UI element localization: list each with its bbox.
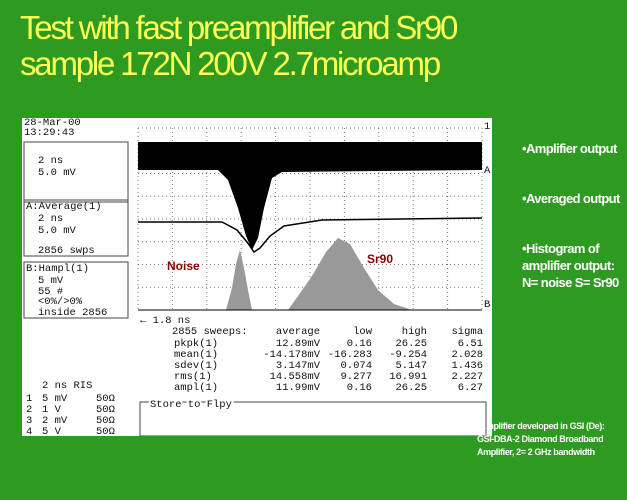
table-cell: rms(1) <box>174 371 212 383</box>
bullet: •Averaged output <box>522 191 620 206</box>
channel-row: 50Ω <box>96 426 115 436</box>
table-header: sigma <box>451 326 483 338</box>
channel-row: 5 mV <box>42 393 68 405</box>
table-cell: -14.178mV <box>263 349 320 361</box>
channel-setting: B:Hampl(1) <box>26 263 89 275</box>
table-cell: 0.16 <box>347 382 372 394</box>
table-cell: mean(1) <box>174 349 218 361</box>
channel-setting: 5.0 mV <box>38 225 77 237</box>
channel-setting: <0%/>0% <box>38 296 83 308</box>
table-cell: 16.991 <box>389 371 427 383</box>
waveform-band <box>138 142 482 250</box>
channel-box <box>23 141 129 203</box>
marker: B <box>484 299 490 311</box>
noise-histogram <box>226 250 252 310</box>
table-cell: 11.99mV <box>276 382 321 394</box>
table-header: 2855 sweeps: <box>172 326 248 338</box>
channel-row: 3 <box>26 415 32 427</box>
channel-row: 50Ω <box>96 415 115 427</box>
table-cell: 1.436 <box>451 360 483 372</box>
table-cell: 12.89mV <box>276 338 321 350</box>
timebase: ← 1.8 ns <box>140 315 190 327</box>
channel-row: 50Ω <box>96 404 115 416</box>
store-label: Store to Flpy <box>150 399 232 411</box>
table-header: high <box>402 326 427 338</box>
table-cell: 6.51 <box>458 338 483 350</box>
table-cell: 3.147mV <box>276 360 321 372</box>
table-cell: 14.558mV <box>270 371 321 383</box>
table-cell: 9.277 <box>340 371 372 383</box>
bullet: •Histogram of amplifier output: N= noise… <box>522 241 619 290</box>
time: 13:29:43 <box>24 127 74 139</box>
channel-box <box>23 199 129 257</box>
channel-box <box>23 261 129 319</box>
channel-row: 2 mV <box>42 415 68 427</box>
channel-row: 50Ω <box>96 393 115 405</box>
channel-setting: A:Average(1) <box>26 201 102 213</box>
store-box <box>139 401 487 436</box>
channel-setting: 2856 swps <box>38 245 95 257</box>
channel-row: 1 <box>26 393 32 405</box>
channel-row: 1 V <box>42 404 62 416</box>
table-cell: 2.028 <box>451 349 483 361</box>
table-cell: sdev(1) <box>174 360 218 372</box>
channel-setting: 5 mV <box>38 275 64 287</box>
table-cell: 5.147 <box>395 360 427 372</box>
channel-row: 2 <box>26 404 32 416</box>
table-cell: 2.227 <box>451 371 483 383</box>
average-line <box>138 217 483 254</box>
table-cell: pkpk(1) <box>174 338 218 350</box>
sr90-label: Sr90 <box>367 252 393 266</box>
table-cell: 26.25 <box>395 382 427 394</box>
channel-row: 5 V <box>42 426 62 436</box>
table-cell: 0.16 <box>347 338 372 350</box>
channel-row: 4 <box>26 426 32 436</box>
channel-setting: 55 # <box>38 286 63 298</box>
table-cell: -9.254 <box>389 349 427 361</box>
table-cell: -16.283 <box>328 349 372 361</box>
channel-setting: 2 ns <box>38 213 63 225</box>
ris-label: 2 ns RIS <box>42 380 92 392</box>
table-cell: 0.074 <box>340 360 372 372</box>
footnote: •Amplifier developed in GSI (De): GSI-DB… <box>477 421 605 457</box>
table-cell: ampl(1) <box>174 382 218 394</box>
sr90-histogram <box>288 238 412 310</box>
table-cell: 6.27 <box>458 382 483 394</box>
channel-setting: 5.0 mV <box>38 167 77 179</box>
title-line: Test with fast preamplifier and Sr90 <box>20 9 458 46</box>
title-line: sample 172N 200V 2.7microamp <box>20 45 441 82</box>
channel-setting: inside 2856 <box>38 307 107 319</box>
bullet: •Amplifier output <box>522 141 617 156</box>
noise-label: Noise <box>167 259 200 273</box>
channel-setting: 2 ns <box>38 155 63 167</box>
marker: A <box>484 165 491 177</box>
table-cell: 26.25 <box>395 338 427 350</box>
table-header: low <box>353 326 373 338</box>
date: 28-Mar-00 <box>24 118 81 129</box>
table-header: average <box>276 326 320 338</box>
marker: 1 <box>484 121 490 133</box>
